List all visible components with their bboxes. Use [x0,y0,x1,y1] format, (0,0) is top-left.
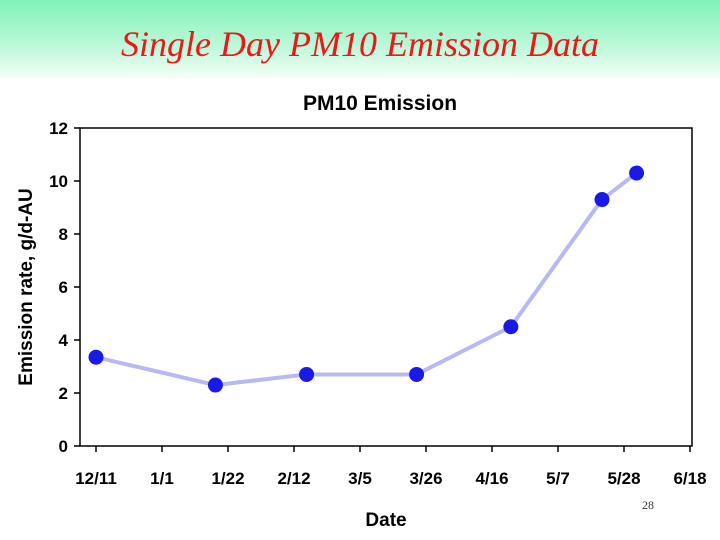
x-tick-label: 5/28 [607,469,640,488]
y-tick-label: 6 [59,278,68,297]
y-tick-label: 2 [59,384,68,403]
x-tick-label: 6/18 [673,469,706,488]
x-tick-label: 2/12 [277,469,310,488]
y-axis: 0 2 4 6 8 10 12 [49,119,80,456]
x-tick-label: 1/1 [150,469,174,488]
data-point [409,366,425,382]
y-tick-label: 12 [49,119,68,138]
slide-number: 28 [642,498,654,512]
slide-header-band [0,0,720,78]
emission-series [88,165,645,393]
x-axis: 12/11 1/1 1/22 2/12 3/5 3/26 4/16 5/7 5/28 6/18 [75,446,707,488]
data-point [503,319,519,335]
x-tick-label: 4/16 [475,469,508,488]
chart-title: PM10 Emission [303,92,457,115]
y-tick-label: 10 [49,172,68,191]
x-tick-label: 3/26 [409,469,442,488]
data-point [88,349,104,365]
y-tick-label: 8 [59,225,68,244]
x-tick-label: 1/22 [211,469,244,488]
plot-area-frame [79,127,693,447]
y-tick-label: 0 [59,437,68,456]
data-point [629,165,645,181]
series-line [95,171,638,388]
x-tick-label: 12/11 [75,469,117,488]
x-axis-label: Date [365,510,406,531]
data-point [299,366,315,382]
data-point [207,377,223,393]
x-tick-label: 3/5 [348,469,372,488]
x-tick-label: 5/7 [546,469,570,488]
slide-title: Single Day PM10 Emission Data [121,24,599,64]
pm10-emission-chart: PM10 Emission 0 2 4 6 8 10 12 12/11 1/1 1/22 2/12… [16,92,707,531]
data-point [594,192,610,208]
y-tick-label: 4 [59,331,69,350]
y-axis-label: Emission rate, g/d-AU [16,188,37,385]
